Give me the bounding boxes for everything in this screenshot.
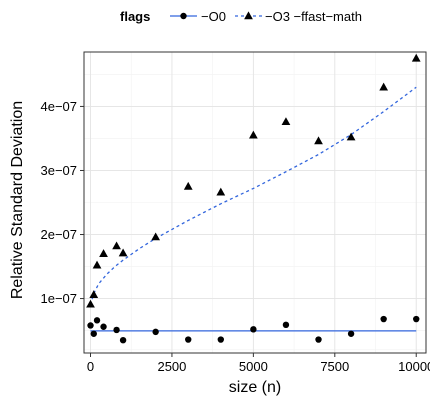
data-point-o3 xyxy=(86,299,95,308)
data-point-o0 xyxy=(250,326,257,333)
data-point-o0 xyxy=(217,336,224,343)
y-tick-label: 3e−07 xyxy=(40,163,77,178)
data-point-o3 xyxy=(346,132,356,141)
fit-line-o3 xyxy=(89,86,417,306)
data-marks xyxy=(86,53,421,344)
data-point-o3 xyxy=(118,248,128,257)
data-point-o3 xyxy=(99,249,108,257)
x-tick-label: 5000 xyxy=(239,359,268,374)
data-point-o0 xyxy=(87,322,94,329)
y-tick-label: 2e−07 xyxy=(40,227,77,242)
data-point-o0 xyxy=(380,315,387,323)
legend-label-o3: −O3 −ffast−math xyxy=(265,9,362,24)
data-point-o3 xyxy=(183,181,193,190)
data-point-o3 xyxy=(411,53,421,62)
data-point-o0 xyxy=(347,330,355,337)
x-tick-label: 7500 xyxy=(320,359,349,374)
data-point-o0 xyxy=(315,336,322,343)
data-point-o3 xyxy=(112,241,121,250)
data-point-o0 xyxy=(413,315,420,323)
plot-panel xyxy=(84,52,426,353)
data-point-o3 xyxy=(92,260,102,269)
x-tick-label: 2500 xyxy=(157,359,186,374)
legend-marker-o0 xyxy=(180,12,187,20)
y-axis-title: Relative Standard Deviation xyxy=(9,101,26,299)
data-point-o0 xyxy=(113,326,120,334)
data-point-o0 xyxy=(152,328,159,336)
legend-label-o0: −O0 xyxy=(201,9,226,24)
data-point-o0 xyxy=(93,317,101,324)
legend: flags −O0 −O3 −ffast−math xyxy=(120,9,362,24)
data-point-o3 xyxy=(249,130,258,139)
y-tick-label: 1e−07 xyxy=(40,291,77,306)
data-point-o3 xyxy=(151,232,161,241)
data-point-o3 xyxy=(379,82,389,91)
legend-key-o3 xyxy=(235,11,262,20)
legend-key-o0 xyxy=(170,12,197,20)
data-point-o0 xyxy=(90,330,97,337)
data-point-o3 xyxy=(216,187,226,196)
legend-marker-o3 xyxy=(244,11,253,20)
data-point-o0 xyxy=(100,323,107,330)
data-point-o0 xyxy=(119,336,127,344)
x-axis-title: size (n) xyxy=(229,379,281,396)
legend-title: flags xyxy=(120,9,150,24)
data-point-o0 xyxy=(282,321,290,329)
axes: 0 2500 5000 7500 10000 1e−07 2e−07 3e−07 4e−07 xyxy=(40,51,430,374)
data-point-o3 xyxy=(281,117,291,126)
panel-border xyxy=(83,51,427,354)
x-tick-label: 0 xyxy=(87,359,94,374)
data-point-o0 xyxy=(185,336,192,343)
data-point-o3 xyxy=(89,290,99,298)
y-tick-label: 4e−07 xyxy=(40,99,77,114)
x-tick-label: 10000 xyxy=(398,359,430,374)
data-point-o3 xyxy=(314,136,323,145)
